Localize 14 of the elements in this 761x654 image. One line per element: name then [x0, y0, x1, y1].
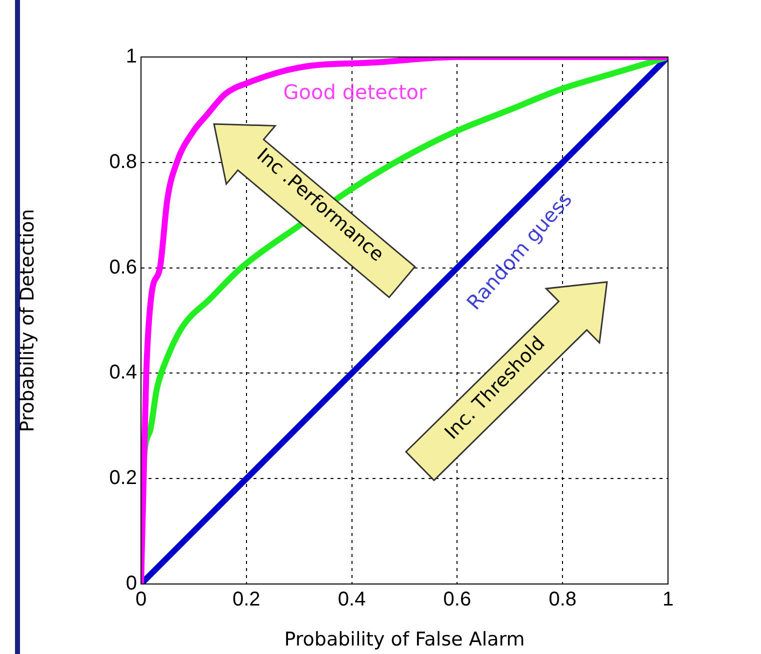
y-tick-label: 0.4	[109, 362, 137, 384]
x-tick-label: 0.6	[443, 588, 472, 611]
series-label: Good detector	[283, 80, 428, 104]
x-tick-label: 0.2	[232, 588, 260, 611]
x-axis-title: Probability of False Alarm	[284, 628, 525, 651]
x-tick-label: 0.8	[548, 588, 577, 611]
x-tick-label: 1	[662, 588, 674, 611]
y-tick-label: 0.8	[109, 150, 137, 173]
y-tick-label: 1	[126, 46, 137, 68]
y-tick-label: 0.2	[109, 467, 137, 490]
y-axis-title: Probability of Detection	[16, 208, 38, 432]
y-tick-label: 0.6	[109, 256, 137, 278]
x-tick-label: 0.4	[338, 588, 366, 611]
y-tick-label: 0	[126, 572, 137, 595]
